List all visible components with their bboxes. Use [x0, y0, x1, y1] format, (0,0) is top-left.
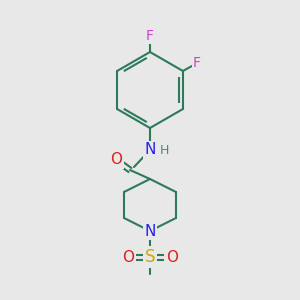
Text: S: S — [145, 248, 155, 266]
Text: N: N — [144, 224, 156, 238]
Text: F: F — [146, 29, 154, 43]
Text: O: O — [166, 250, 178, 265]
Text: O: O — [122, 250, 134, 265]
Text: H: H — [159, 145, 169, 158]
Text: N: N — [144, 142, 156, 158]
Text: O: O — [110, 152, 122, 167]
Text: F: F — [193, 56, 201, 70]
